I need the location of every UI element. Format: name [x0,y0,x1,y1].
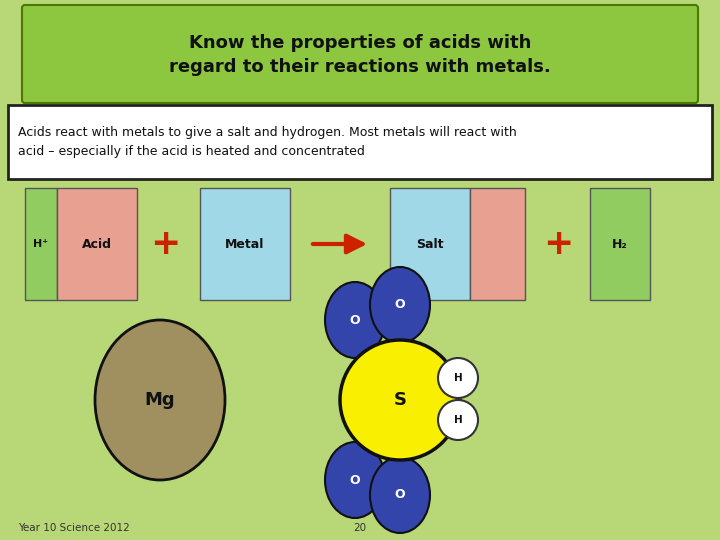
Ellipse shape [370,267,430,343]
Ellipse shape [370,457,430,533]
Ellipse shape [325,442,385,518]
Ellipse shape [325,282,385,358]
Text: H: H [454,415,462,425]
Text: O: O [395,299,405,312]
Text: Metal: Metal [225,238,265,251]
Text: Year 10 Science 2012: Year 10 Science 2012 [18,523,130,533]
Text: S: S [394,391,407,409]
Text: +: + [543,227,573,261]
Text: O: O [395,489,405,502]
Text: Know the properties of acids with
regard to their reactions with metals.: Know the properties of acids with regard… [169,33,551,77]
Text: +: + [150,227,180,261]
Text: H₂: H₂ [612,238,628,251]
Text: Acid: Acid [82,238,112,251]
Bar [25,188,57,300]
Text: O: O [350,314,360,327]
Text: H⁺: H⁺ [33,239,48,249]
Text: Salt: Salt [416,238,444,251]
Bar [57,188,137,300]
Circle shape [438,358,478,398]
Bar [470,188,525,300]
Text: Acids react with metals to give a salt and hydrogen. Most metals will react with: Acids react with metals to give a salt a… [18,126,517,158]
FancyBboxPatch shape [8,105,712,179]
Circle shape [340,340,460,460]
Ellipse shape [95,320,225,480]
Text: H: H [454,373,462,383]
Bar [590,188,650,300]
Circle shape [438,400,478,440]
Text: 20: 20 [354,523,366,533]
Bar [390,188,470,300]
Text: Mg: Mg [145,391,175,409]
FancyBboxPatch shape [22,5,698,103]
Bar [200,188,290,300]
Text: O: O [350,474,360,487]
